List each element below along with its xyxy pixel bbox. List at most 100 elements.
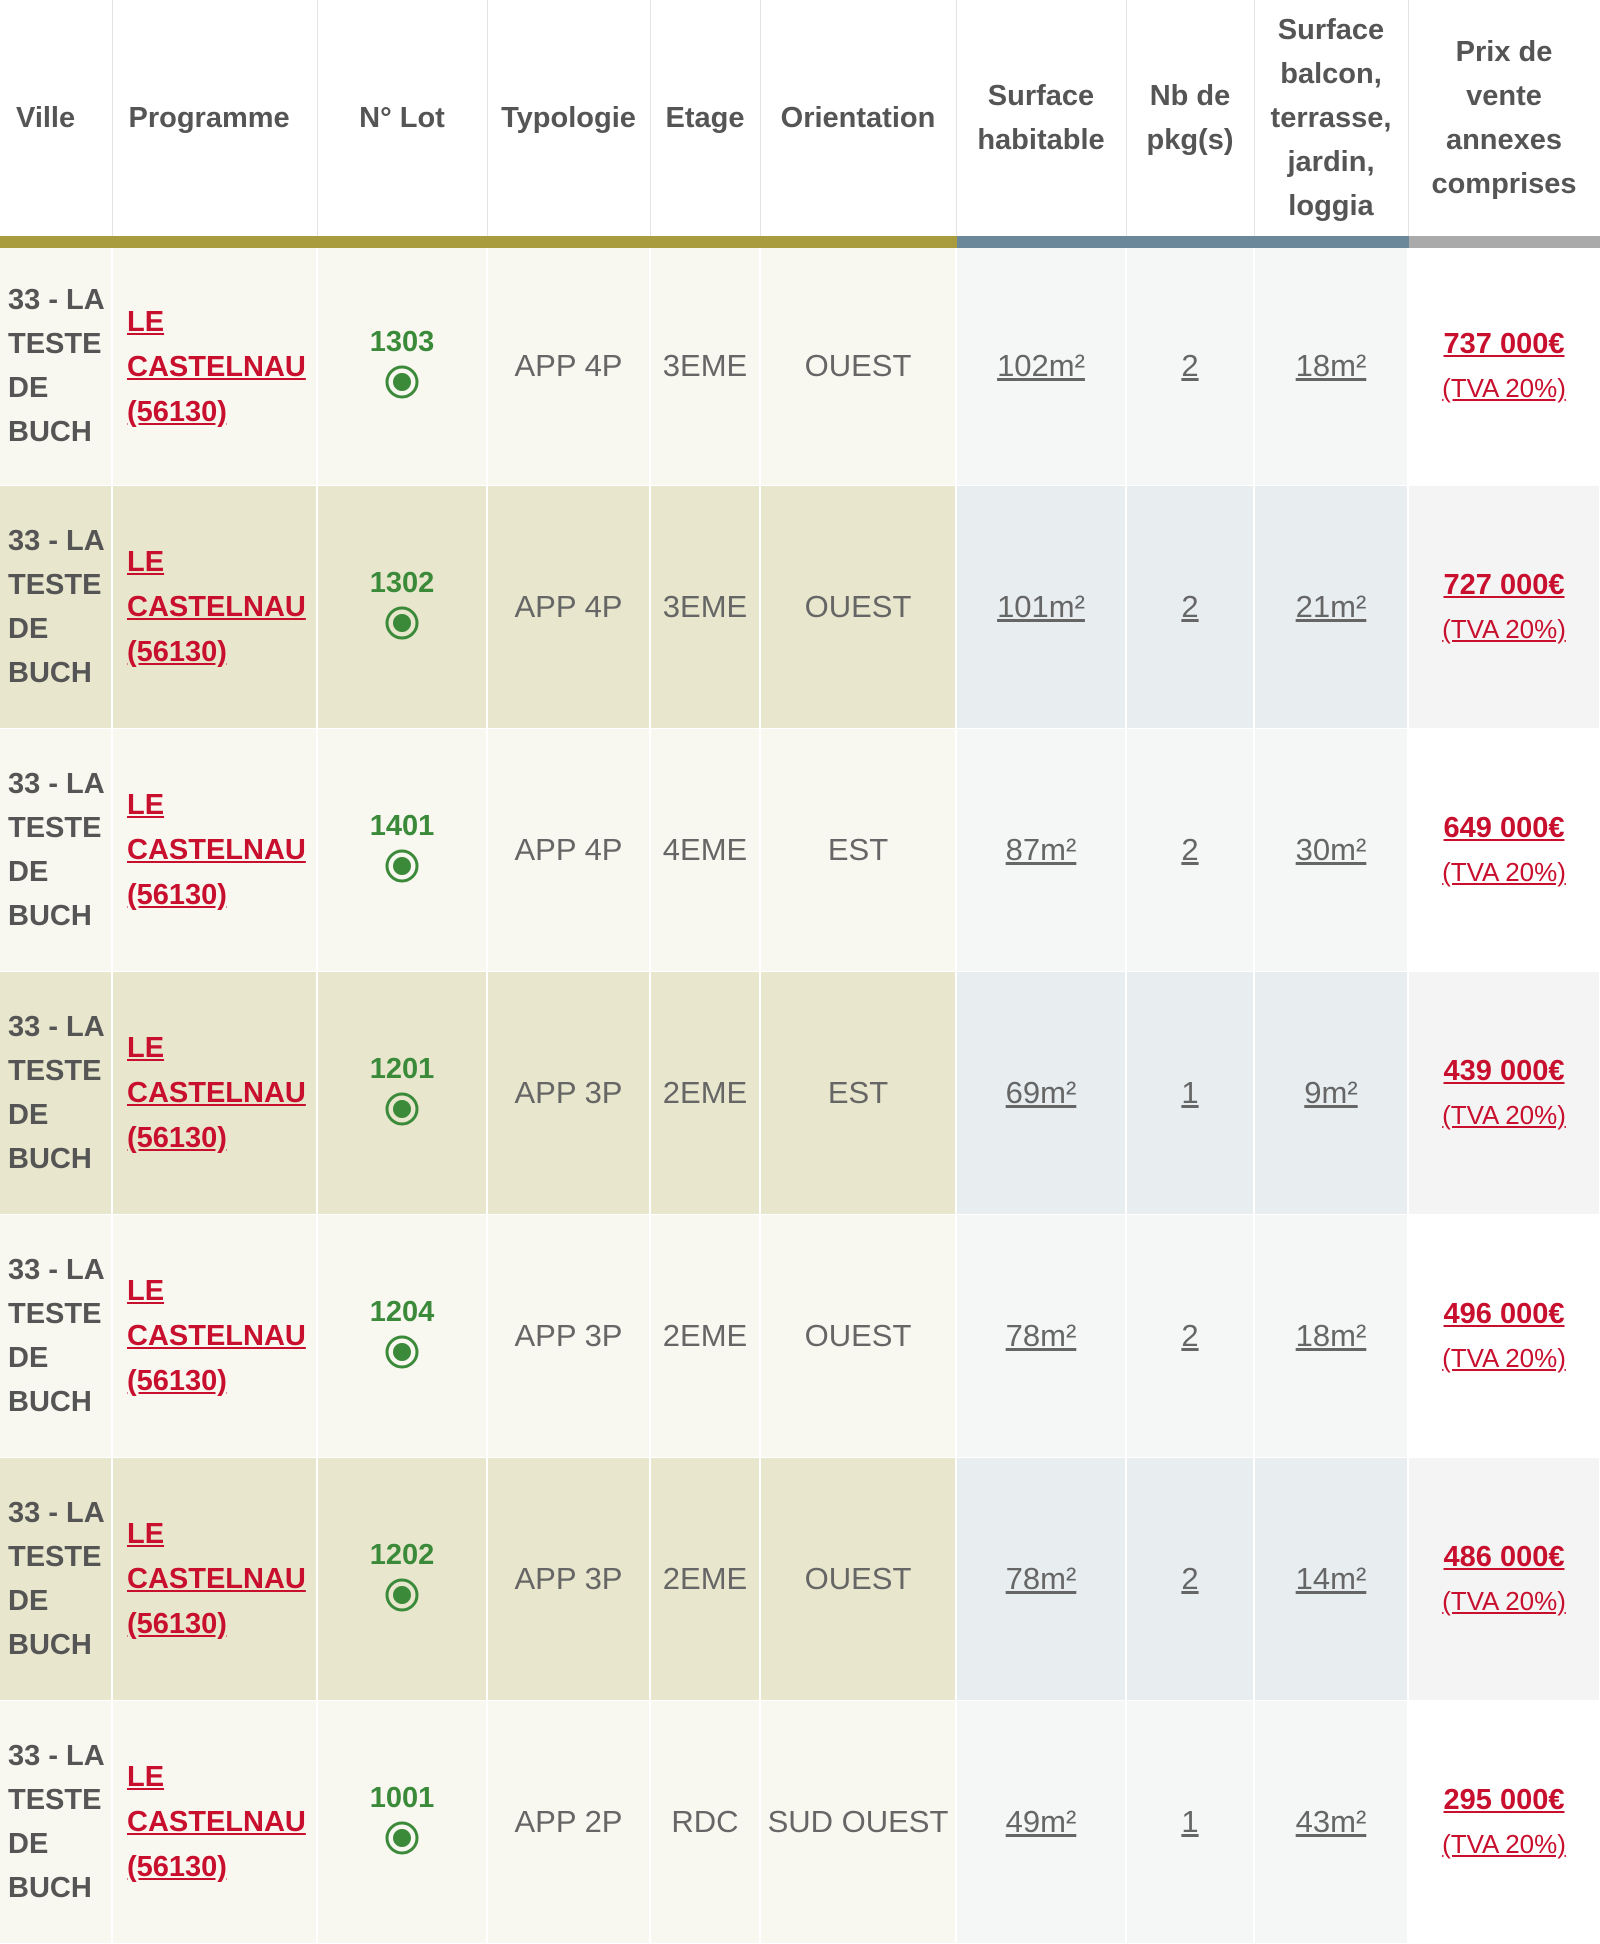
price-cell: 486 000€ (TVA 20%) xyxy=(1408,1457,1600,1701)
programme-cell: LE CASTELNAU (56130) xyxy=(112,1457,318,1701)
programme-link[interactable]: LE CASTELNAU (56130) xyxy=(127,1518,306,1640)
etage: 2EME xyxy=(650,1214,761,1458)
available-icon xyxy=(385,365,419,399)
typologie: APP 4P xyxy=(487,485,651,729)
orientation: OUEST xyxy=(760,1214,957,1458)
exterieur-cell: 43m² xyxy=(1254,1700,1409,1944)
lot-row: 33 - LA TESTE DE BUCH LE CASTELNAU (56130… xyxy=(0,1214,1600,1458)
ville: 33 - LA TESTE DE BUCH xyxy=(0,242,113,486)
tva: (TVA 20%) xyxy=(1442,1342,1566,1373)
column-header: Surface balcon, terrasse, jardin, loggia xyxy=(1254,0,1409,248)
price[interactable]: 439 000€ xyxy=(1443,1054,1565,1087)
lot-cell: 1001 xyxy=(317,1700,488,1944)
exterieur-cell: 30m² xyxy=(1254,728,1409,972)
surface: 49m² xyxy=(1005,1803,1077,1839)
parking-cell: 1 xyxy=(1126,1700,1255,1944)
lot-row: 33 - LA TESTE DE BUCH LE CASTELNAU (56130… xyxy=(0,1700,1600,1944)
column-header: Prix de vente annexes comprises xyxy=(1408,0,1600,248)
lot-number: 1202 xyxy=(369,1538,435,1571)
exterieur-cell: 9m² xyxy=(1254,971,1409,1215)
ville: 33 - LA TESTE DE BUCH xyxy=(0,1214,113,1458)
surface: 78m² xyxy=(1005,1317,1077,1353)
lot-number: 1401 xyxy=(369,809,435,842)
programme-cell: LE CASTELNAU (56130) xyxy=(112,485,318,729)
price-cell: 727 000€ (TVA 20%) xyxy=(1408,485,1600,729)
orientation: SUD OUEST xyxy=(760,1700,957,1944)
etage: 2EME xyxy=(650,1457,761,1701)
available-icon xyxy=(385,1092,419,1125)
price-cell: 649 000€ (TVA 20%) xyxy=(1408,728,1600,972)
tva: (TVA 20%) xyxy=(1442,856,1566,887)
lot-cell: 1202 xyxy=(317,1457,488,1701)
exterieur-cell: 18m² xyxy=(1254,242,1409,486)
programme-link[interactable]: LE CASTELNAU (56130) xyxy=(127,1761,306,1883)
lot-number: 1204 xyxy=(369,1295,435,1328)
orientation: EST xyxy=(760,971,957,1215)
ville: 33 - LA TESTE DE BUCH xyxy=(0,1457,113,1701)
price[interactable]: 486 000€ xyxy=(1443,1540,1565,1573)
programme-cell: LE CASTELNAU (56130) xyxy=(112,242,318,486)
typologie: APP 3P xyxy=(487,1214,651,1458)
price-cell: 295 000€ (TVA 20%) xyxy=(1408,1700,1600,1944)
lot-number: 1303 xyxy=(369,326,435,359)
parking: 2 xyxy=(1181,348,1199,384)
lot-number: 1001 xyxy=(369,1781,435,1814)
lot-row: 33 - LA TESTE DE BUCH LE CASTELNAU (56130… xyxy=(0,728,1600,972)
programme-cell: LE CASTELNAU (56130) xyxy=(112,728,318,972)
surface-cell: 78m² xyxy=(956,1214,1127,1458)
tva: (TVA 20%) xyxy=(1442,613,1566,644)
surface-cell: 101m² xyxy=(956,485,1127,729)
programme-link[interactable]: LE CASTELNAU (56130) xyxy=(127,1032,306,1154)
available-icon xyxy=(385,606,419,639)
programme-link[interactable]: LE CASTELNAU (56130) xyxy=(127,305,306,428)
typologie: APP 2P xyxy=(487,1700,651,1944)
parking: 2 xyxy=(1181,588,1199,624)
parking: 2 xyxy=(1181,1560,1199,1596)
typologie: APP 4P xyxy=(487,242,651,486)
programme-cell: LE CASTELNAU (56130) xyxy=(112,1214,318,1458)
column-header: Surface habitable xyxy=(956,0,1127,248)
programme-link[interactable]: LE CASTELNAU (56130) xyxy=(127,1275,306,1397)
surface: 101m² xyxy=(997,588,1085,624)
column-header: Typologie xyxy=(487,0,651,248)
parking: 2 xyxy=(1181,831,1199,867)
orientation: OUEST xyxy=(760,485,957,729)
etage: RDC xyxy=(650,1700,761,1944)
programme-cell: LE CASTELNAU (56130) xyxy=(112,971,318,1215)
lot-number: 1302 xyxy=(369,566,435,599)
column-header: Programme xyxy=(112,0,318,248)
tva: (TVA 20%) xyxy=(1442,1828,1566,1859)
ville: 33 - LA TESTE DE BUCH xyxy=(0,1700,113,1944)
exterieur: 18m² xyxy=(1295,348,1367,384)
etage: 2EME xyxy=(650,971,761,1215)
price[interactable]: 737 000€ xyxy=(1443,328,1565,361)
parking-cell: 2 xyxy=(1126,1457,1255,1701)
ville: 33 - LA TESTE DE BUCH xyxy=(0,728,113,972)
available-icon xyxy=(385,1821,419,1854)
price[interactable]: 727 000€ xyxy=(1443,568,1565,601)
surface-cell: 49m² xyxy=(956,1700,1127,1944)
typologie: APP 4P xyxy=(487,728,651,972)
parking-cell: 2 xyxy=(1126,242,1255,486)
programme-link[interactable]: LE CASTELNAU (56130) xyxy=(127,546,306,668)
surface: 78m² xyxy=(1005,1560,1077,1596)
typologie: APP 3P xyxy=(487,971,651,1215)
lot-row: 33 - LA TESTE DE BUCH LE CASTELNAU (56130… xyxy=(0,971,1600,1215)
lot-row: 33 - LA TESTE DE BUCH LE CASTELNAU (56130… xyxy=(0,485,1600,729)
exterieur: 18m² xyxy=(1295,1317,1367,1353)
price[interactable]: 649 000€ xyxy=(1443,811,1565,844)
parking-cell: 1 xyxy=(1126,971,1255,1215)
available-icon xyxy=(385,1578,419,1611)
column-header: Orientation xyxy=(760,0,957,248)
programme-cell: LE CASTELNAU (56130) xyxy=(112,1700,318,1944)
surface: 87m² xyxy=(1005,831,1077,867)
lot-row: 33 - LA TESTE DE BUCH LE CASTELNAU (56130… xyxy=(0,242,1600,486)
orientation: EST xyxy=(760,728,957,972)
parking-cell: 2 xyxy=(1126,485,1255,729)
surface: 69m² xyxy=(1005,1074,1077,1110)
exterieur: 14m² xyxy=(1295,1560,1367,1596)
price[interactable]: 295 000€ xyxy=(1443,1783,1565,1816)
price[interactable]: 496 000€ xyxy=(1443,1297,1565,1330)
programme-link[interactable]: LE CASTELNAU (56130) xyxy=(127,789,306,911)
parking-cell: 2 xyxy=(1126,1214,1255,1458)
